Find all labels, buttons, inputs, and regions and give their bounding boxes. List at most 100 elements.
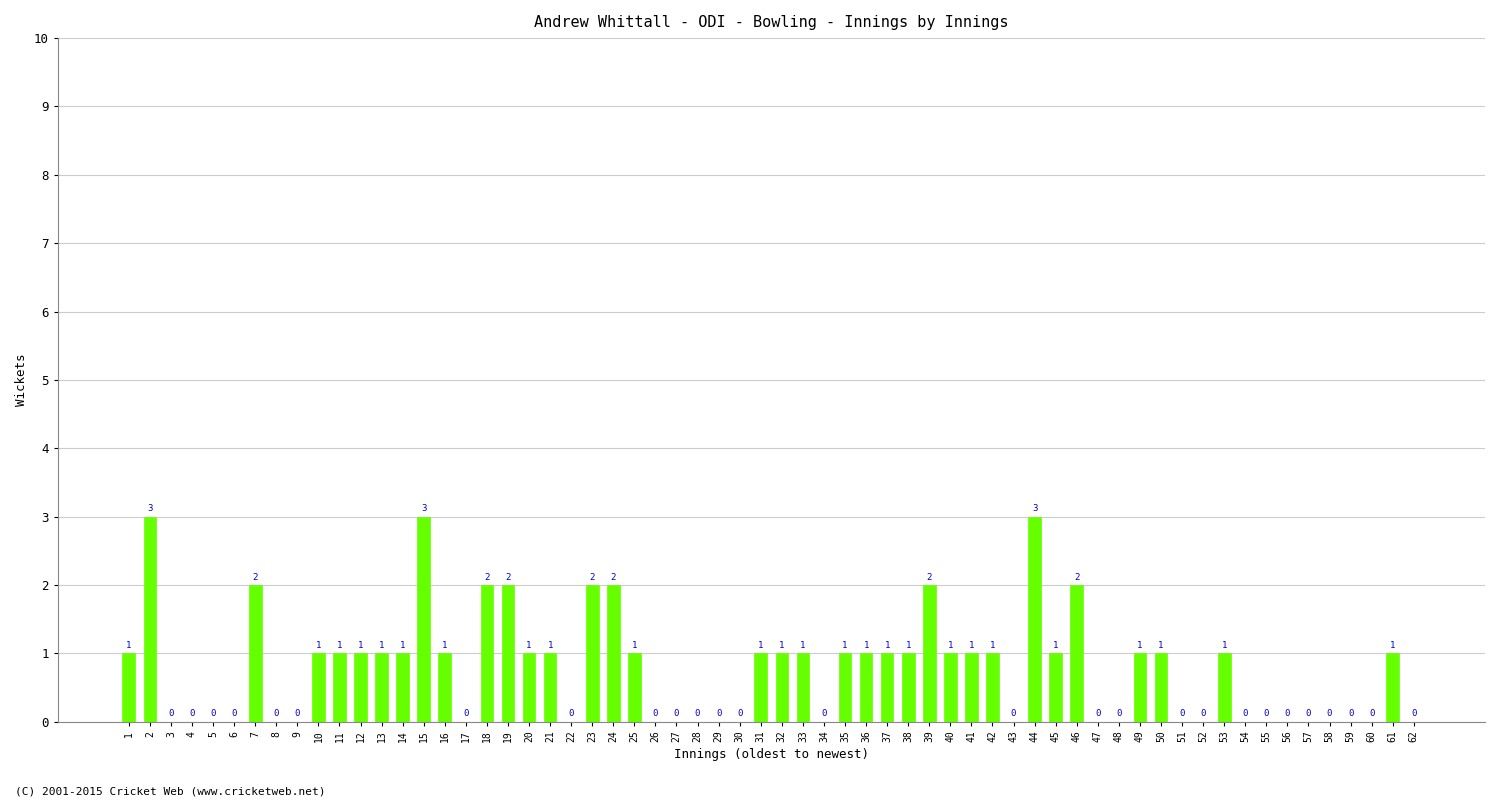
Text: 0: 0	[294, 710, 300, 718]
Bar	[1155, 654, 1167, 722]
Bar	[880, 654, 894, 722]
Text: 0: 0	[1095, 710, 1101, 718]
Text: 0: 0	[1370, 710, 1374, 718]
Bar	[608, 585, 619, 722]
Bar	[776, 654, 788, 722]
Text: 1: 1	[1137, 641, 1143, 650]
Text: 1: 1	[632, 641, 638, 650]
Bar	[354, 654, 368, 722]
Text: 1: 1	[948, 641, 952, 650]
Bar	[986, 654, 999, 722]
Bar	[480, 585, 494, 722]
Bar	[333, 654, 346, 722]
Text: 1: 1	[864, 641, 868, 650]
Text: 3: 3	[422, 504, 426, 513]
Text: 0: 0	[822, 710, 827, 718]
Bar	[522, 654, 536, 722]
Y-axis label: Wickets: Wickets	[15, 354, 28, 406]
Bar	[123, 654, 135, 722]
Text: 3: 3	[1032, 504, 1038, 513]
Bar	[796, 654, 808, 722]
Text: 1: 1	[906, 641, 910, 650]
Text: 0: 0	[1011, 710, 1016, 718]
Bar	[249, 585, 261, 722]
Text: 0: 0	[1200, 710, 1206, 718]
Bar	[396, 654, 410, 722]
Text: 0: 0	[568, 710, 574, 718]
Bar	[586, 585, 598, 722]
Text: 1: 1	[843, 641, 848, 650]
Text: 0: 0	[210, 710, 216, 718]
Bar	[375, 654, 388, 722]
Text: 2: 2	[484, 573, 489, 582]
Bar	[417, 517, 430, 722]
Text: 1: 1	[1221, 641, 1227, 650]
Text: 0: 0	[1179, 710, 1185, 718]
Bar	[754, 654, 766, 722]
Text: 1: 1	[1390, 641, 1395, 650]
Text: 2: 2	[610, 573, 616, 582]
Text: 2: 2	[1074, 573, 1080, 582]
Title: Andrew Whittall - ODI - Bowling - Innings by Innings: Andrew Whittall - ODI - Bowling - Inning…	[534, 15, 1008, 30]
Bar	[964, 654, 978, 722]
X-axis label: Innings (oldest to newest): Innings (oldest to newest)	[674, 748, 868, 761]
Text: 1: 1	[358, 641, 363, 650]
Text: 2: 2	[506, 573, 510, 582]
Text: 1: 1	[885, 641, 890, 650]
Text: 0: 0	[464, 710, 468, 718]
Text: 1: 1	[1053, 641, 1059, 650]
Text: 2: 2	[927, 573, 932, 582]
Text: 1: 1	[442, 641, 447, 650]
Bar	[544, 654, 556, 722]
Bar	[438, 654, 452, 722]
Text: 0: 0	[231, 710, 237, 718]
Text: 2: 2	[252, 573, 258, 582]
Bar	[1071, 585, 1083, 722]
Text: 0: 0	[716, 710, 722, 718]
Bar	[1029, 517, 1041, 722]
Text: 0: 0	[736, 710, 742, 718]
Text: 0: 0	[652, 710, 658, 718]
Text: 0: 0	[1116, 710, 1122, 718]
Bar	[1050, 654, 1062, 722]
Text: 0: 0	[273, 710, 279, 718]
Text: 0: 0	[168, 710, 174, 718]
Text: 0: 0	[189, 710, 195, 718]
Text: 0: 0	[1306, 710, 1311, 718]
Bar	[922, 585, 936, 722]
Text: 1: 1	[338, 641, 342, 650]
Bar	[312, 654, 324, 722]
Bar	[902, 654, 915, 722]
Text: 1: 1	[126, 641, 132, 650]
Bar	[1218, 654, 1230, 722]
Text: (C) 2001-2015 Cricket Web (www.cricketweb.net): (C) 2001-2015 Cricket Web (www.cricketwe…	[15, 786, 326, 796]
Text: 1: 1	[548, 641, 554, 650]
Text: 1: 1	[1158, 641, 1164, 650]
Text: 0: 0	[1348, 710, 1353, 718]
Text: 1: 1	[380, 641, 384, 650]
Text: 1: 1	[526, 641, 531, 650]
Bar	[944, 654, 957, 722]
Bar	[501, 585, 515, 722]
Text: 1: 1	[400, 641, 405, 650]
Text: 0: 0	[1242, 710, 1248, 718]
Bar	[839, 654, 852, 722]
Text: 0: 0	[1263, 710, 1269, 718]
Text: 1: 1	[758, 641, 764, 650]
Bar	[1134, 654, 1146, 722]
Text: 0: 0	[1328, 710, 1332, 718]
Text: 1: 1	[800, 641, 806, 650]
Text: 3: 3	[147, 504, 153, 513]
Text: 1: 1	[990, 641, 994, 650]
Text: 1: 1	[315, 641, 321, 650]
Text: 0: 0	[1284, 710, 1290, 718]
Bar	[628, 654, 640, 722]
Text: 0: 0	[694, 710, 700, 718]
Text: 1: 1	[969, 641, 974, 650]
Text: 2: 2	[590, 573, 596, 582]
Text: 0: 0	[674, 710, 680, 718]
Bar	[1386, 654, 1400, 722]
Bar	[859, 654, 873, 722]
Bar	[144, 517, 156, 722]
Text: 0: 0	[1412, 710, 1416, 718]
